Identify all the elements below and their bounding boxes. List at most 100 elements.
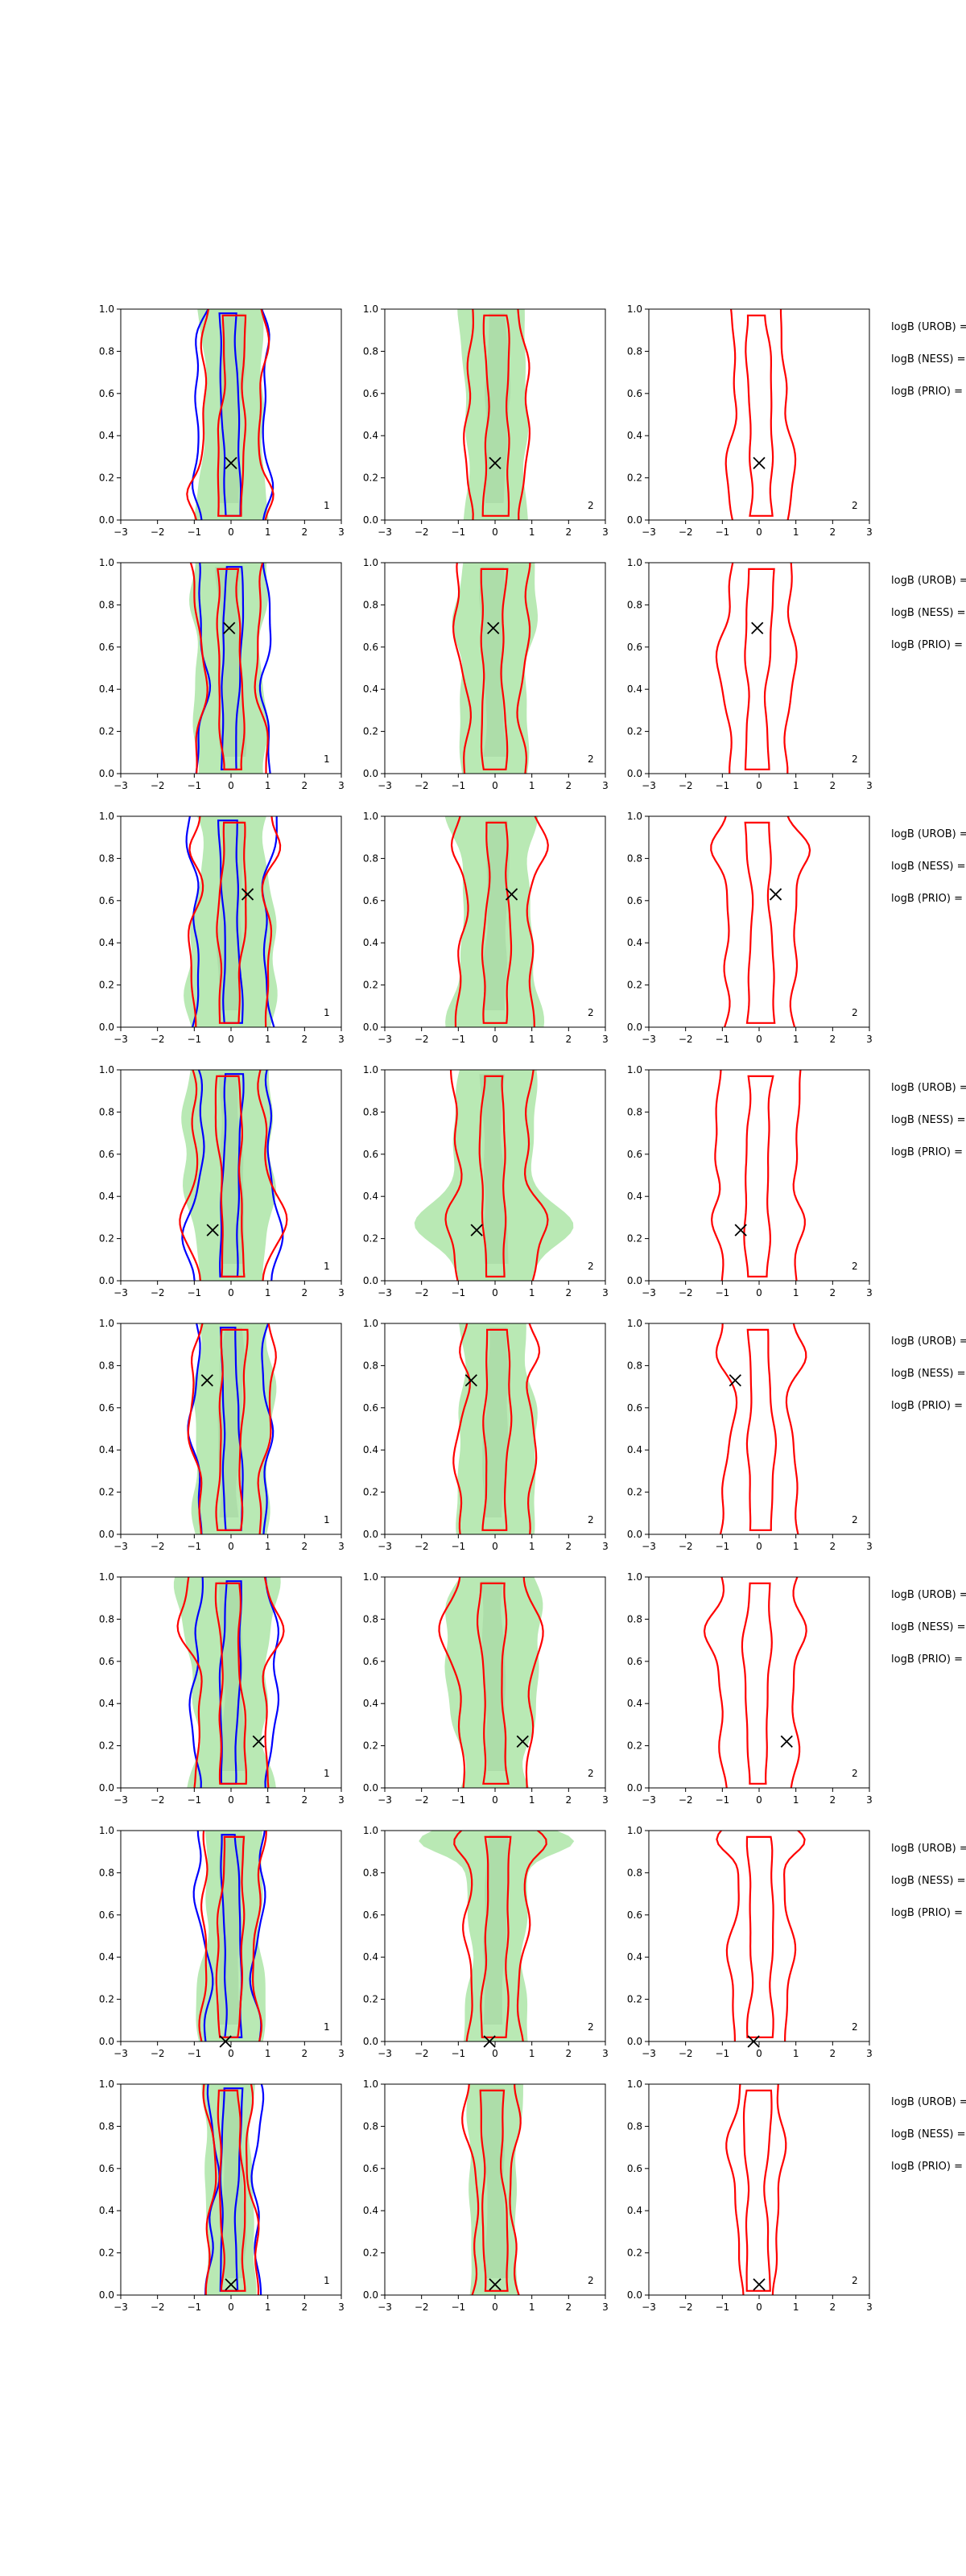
y-tick-label: 0.2 [363, 1994, 378, 2005]
contour-panel: −3 −2 −1 0 1 2 3 0.0 0.2 0.4 0.6 0.8 1.0 1 [99, 303, 345, 538]
side-label: logB (NESS) = [891, 861, 965, 873]
y-tick-label: 0.0 [627, 1782, 642, 1794]
x-tick-label: 1 [265, 526, 271, 538]
contour-panel: −3 −2 −1 0 1 2 3 0.0 0.2 0.4 0.6 0.8 1.0 2 [363, 1825, 609, 2059]
x-tick-label: 0 [228, 1794, 234, 1806]
x-tick-label: 0 [756, 526, 762, 538]
y-tick-label: 0.6 [627, 2163, 642, 2174]
panel-tag: 1 [324, 1261, 330, 1272]
x-tick-label: −1 [187, 1541, 201, 1552]
contour-red-outer [703, 1577, 807, 1788]
x-tick-label: 2 [566, 1287, 572, 1298]
y-tick-label: 0.2 [627, 1233, 642, 1245]
panel-tag: 2 [588, 1007, 594, 1018]
y-tick-label: 0.4 [627, 1698, 642, 1709]
x-tick-label: 1 [793, 1034, 799, 1045]
y-tick-label: 0.6 [99, 1909, 114, 1921]
x-tick-label: −3 [114, 2048, 128, 2059]
x-tick-label: −3 [642, 2048, 656, 2059]
x-tick-label: 0 [492, 1541, 498, 1552]
marker-x [470, 1224, 483, 1236]
axes-frame [648, 1576, 870, 1789]
x-tick-label: −1 [451, 526, 465, 538]
contour-red-outer [710, 816, 811, 1027]
axes-frame [648, 2083, 870, 2296]
y-tick-label: 0.6 [99, 388, 114, 399]
y-tick-label: 1.0 [627, 1318, 642, 1329]
contour-red-outer [452, 1323, 541, 1534]
x-tick-label: 1 [529, 526, 535, 538]
y-tick-label: 0.8 [363, 1360, 378, 1371]
figure-row: −3 −2 −1 0 1 2 3 0.0 0.2 0.4 0.6 0.8 1.0 1 −3 −2 −1 0 1 2 3 0… [99, 811, 966, 1045]
y-tick-label: 0.2 [99, 980, 114, 991]
x-tick-label: 3 [866, 1034, 873, 1045]
x-tick-label: −1 [715, 780, 729, 791]
y-tick-label: 0.6 [627, 1656, 642, 1667]
panel-tag: 1 [324, 753, 330, 765]
contour-red-outer [188, 816, 282, 1027]
x-tick-label: −2 [679, 1287, 693, 1298]
x-tick-label: 1 [529, 1034, 535, 1045]
y-tick-label: 0.6 [99, 642, 114, 653]
x-tick-label: −2 [151, 526, 165, 538]
x-tick-label: 3 [866, 1287, 873, 1298]
contour-red-inner [215, 1835, 246, 2038]
x-tick-label: −1 [451, 780, 465, 791]
x-tick-label: 0 [756, 1794, 762, 1806]
y-tick-label: 0.8 [363, 345, 378, 357]
y-tick-label: 1.0 [363, 557, 378, 568]
y-tick-label: 0.4 [99, 683, 114, 695]
x-tick-label: −1 [187, 1287, 201, 1298]
x-tick-label: −2 [415, 526, 429, 538]
x-tick-label: 3 [866, 2301, 873, 2313]
contour-blue-inner [218, 1580, 242, 1785]
panel-tag: 2 [588, 500, 594, 511]
x-tick-label: 1 [793, 526, 799, 538]
x-tick-label: −3 [378, 1794, 392, 1806]
y-tick-label: 0.8 [99, 599, 114, 610]
contour-blue-outer [188, 1577, 280, 1788]
x-tick-label: −1 [715, 1287, 729, 1298]
x-tick-label: 1 [529, 780, 535, 791]
contour-red-inner [214, 1582, 247, 1785]
contour-panel: −3 −2 −1 0 1 2 3 0.0 0.2 0.4 0.6 0.8 1.0 2 [363, 2079, 609, 2313]
y-tick-label: 0.4 [99, 1444, 114, 1455]
y-tick-label: 1.0 [363, 1825, 378, 1836]
contour-panel: −3 −2 −1 0 1 2 3 0.0 0.2 0.4 0.6 0.8 1.0 2 [627, 1825, 873, 2059]
y-tick-label: 1.0 [363, 303, 378, 315]
x-tick-label: 2 [566, 1541, 572, 1552]
x-tick-label: −2 [415, 780, 429, 791]
contour-panel: −3 −2 −1 0 1 2 3 0.0 0.2 0.4 0.6 0.8 1.0 2 [627, 557, 873, 791]
y-tick-label: 0.2 [627, 1487, 642, 1498]
y-tick-label: 0.2 [363, 1233, 378, 1245]
x-tick-label: −3 [642, 1287, 656, 1298]
contour-red-inner [481, 314, 510, 517]
y-tick-label: 0.2 [99, 1740, 114, 1752]
x-tick-label: 0 [492, 2048, 498, 2059]
x-tick-label: 0 [492, 1034, 498, 1045]
contour-panel: −3 −2 −1 0 1 2 3 0.0 0.2 0.4 0.6 0.8 1.0 1 [99, 1318, 345, 1552]
side-label: logB (UROB) = [891, 1589, 966, 1601]
x-tick-label: −2 [151, 1287, 165, 1298]
x-tick-label: −1 [715, 2301, 729, 2313]
contour-panel: −3 −2 −1 0 1 2 3 0.0 0.2 0.4 0.6 0.8 1.0 2 [363, 1571, 609, 1806]
contour-red-outer [444, 1070, 549, 1281]
x-tick-label: 1 [265, 1541, 271, 1552]
contour-red-inner [479, 2089, 509, 2292]
x-tick-label: −2 [679, 780, 693, 791]
x-tick-label: 0 [756, 2301, 762, 2313]
panel-tag: 2 [588, 1768, 594, 1779]
x-tick-label: −3 [378, 526, 392, 538]
marker-x [505, 888, 518, 901]
y-tick-label: 0.0 [627, 1022, 642, 1033]
contour-red-outer [198, 1831, 267, 2041]
x-tick-label: −2 [679, 1541, 693, 1552]
panel-tag: 2 [852, 753, 858, 765]
axes-frame [648, 1323, 870, 1535]
x-tick-label: 2 [302, 2048, 308, 2059]
x-tick-label: 2 [566, 2048, 572, 2059]
x-tick-label: −1 [187, 526, 201, 538]
y-tick-label: 0.4 [363, 2205, 378, 2216]
x-tick-label: 0 [492, 1794, 498, 1806]
